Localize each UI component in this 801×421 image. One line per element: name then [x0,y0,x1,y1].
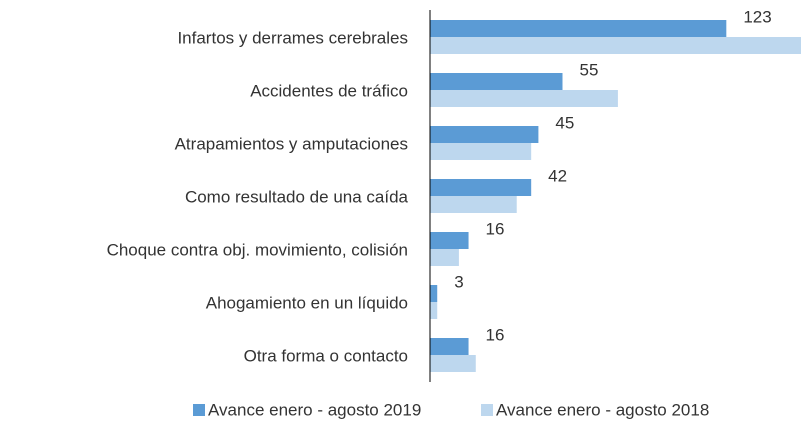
bar [430,73,563,90]
legend-swatch [481,404,493,416]
bar [430,196,517,213]
bar [430,285,438,302]
bar [430,232,469,249]
value-label: 45 [555,113,574,132]
value-label: 3 [454,272,463,291]
category-label: Accidentes de tráfico [250,81,408,100]
legend-swatch [193,404,205,416]
value-label: 55 [580,60,599,79]
bar [430,143,532,160]
bar [430,249,459,266]
bar [430,179,532,196]
bar [430,90,618,107]
bar [430,20,727,37]
category-label: Ahogamiento en un líquido [206,293,408,312]
value-label: 42 [548,166,567,185]
bar [430,37,801,54]
category-label: Otra forma o contacto [244,346,408,365]
value-label: 123 [743,7,771,26]
legend-label: Avance enero - agosto 2018 [496,400,709,419]
bar [430,126,539,143]
category-label: Choque contra obj. movimiento, colisión [107,240,408,259]
value-label: 16 [486,325,505,344]
category-label: Infartos y derrames cerebrales [177,28,408,47]
bar [430,302,438,319]
value-label: 16 [486,219,505,238]
bar [430,338,469,355]
legend-label: Avance enero - agosto 2019 [208,400,421,419]
category-label: Como resultado de una caída [185,187,409,206]
bar [430,355,476,372]
category-label: Atrapamientos y amputaciones [175,134,408,153]
